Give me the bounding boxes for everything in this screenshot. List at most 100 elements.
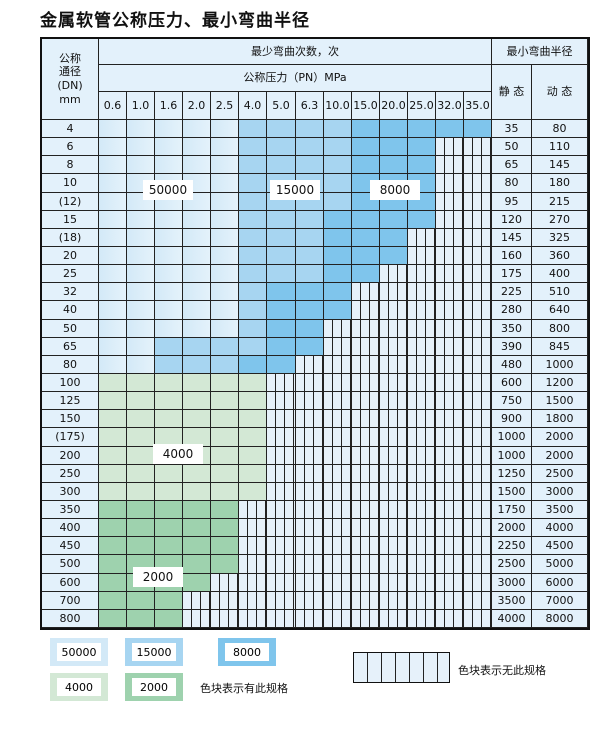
spec-cell-X [408, 574, 436, 592]
spec-cell-C [380, 247, 408, 265]
spec-cell-X [352, 610, 380, 628]
pressure-col-header: 5.0 [267, 92, 296, 120]
spec-cell-G1 [183, 392, 211, 410]
spec-cell-X [436, 138, 464, 156]
row-dynamic-radius: 800 [532, 320, 588, 338]
row-dn: (12) [42, 193, 99, 211]
legend-8000: 8000 [218, 638, 276, 666]
row-dynamic-radius: 640 [532, 301, 588, 320]
spec-cell-X [352, 465, 380, 483]
spec-cell-X [380, 574, 408, 592]
row-dn: 500 [42, 555, 99, 574]
spec-cell-A [183, 265, 211, 283]
row-dynamic-radius: 400 [532, 265, 588, 283]
spec-cell-C [267, 283, 296, 301]
spec-cell-X [408, 265, 436, 283]
spec-cell-A [99, 301, 127, 320]
row-dn: 800 [42, 610, 99, 628]
spec-cell-C [324, 265, 352, 283]
spec-cell-B [324, 156, 352, 174]
spec-cell-X [352, 501, 380, 519]
spec-cell-X [296, 519, 324, 537]
spec-cell-G1 [183, 465, 211, 483]
spec-cell-G2 [127, 592, 155, 610]
spec-cell-A [127, 211, 155, 229]
spec-cell-C [267, 356, 296, 374]
row-dn: 350 [42, 501, 99, 519]
spec-cell-B [211, 338, 239, 356]
spec-cell-C [380, 138, 408, 156]
spec-cell-A [99, 211, 127, 229]
spec-cell-X [464, 229, 492, 247]
spec-cell-X [324, 447, 352, 465]
spec-cell-X [464, 519, 492, 537]
row-static-radius: 1000 [492, 447, 532, 465]
spec-cell-B [296, 247, 324, 265]
row-static-radius: 600 [492, 374, 532, 392]
spec-cell-X [352, 392, 380, 410]
row-static-radius: 280 [492, 301, 532, 320]
spec-cell-X [436, 374, 464, 392]
pressure-col-header: 2.5 [211, 92, 239, 120]
spec-cell-X [352, 537, 380, 555]
row-dn: 450 [42, 537, 99, 555]
legend-label: 15000 [132, 643, 176, 661]
spec-cell-X [436, 283, 464, 301]
spec-cell-X [267, 447, 296, 465]
spec-cell-C [324, 283, 352, 301]
spec-cell-G2 [183, 501, 211, 519]
spec-cell-X [464, 537, 492, 555]
spec-cell-X [324, 592, 352, 610]
spec-cell-B [155, 356, 183, 374]
header-radius: 最小弯曲半径 [492, 39, 588, 65]
row-dynamic-radius: 5000 [532, 555, 588, 574]
row-dn: 400 [42, 519, 99, 537]
row-dynamic-radius: 4500 [532, 537, 588, 555]
spec-cell-X [324, 374, 352, 392]
spec-cell-A [155, 156, 183, 174]
legend-label: 8000 [225, 643, 269, 661]
spec-cell-A [155, 301, 183, 320]
row-dynamic-radius: 3000 [532, 483, 588, 501]
spec-cell-A [99, 156, 127, 174]
region-label-15000: 15000 [270, 180, 320, 200]
row-dn: 200 [42, 447, 99, 465]
spec-cell-X [380, 428, 408, 447]
spec-cell-G1 [183, 374, 211, 392]
row-static-radius: 750 [492, 392, 532, 410]
spec-cell-G1 [155, 483, 183, 501]
spec-cell-A [127, 338, 155, 356]
spec-cell-X [464, 174, 492, 193]
spec-cell-G1 [99, 447, 127, 465]
row-static-radius: 160 [492, 247, 532, 265]
spec-cell-X [436, 193, 464, 211]
row-dynamic-radius: 2000 [532, 428, 588, 447]
spec-cell-X [267, 428, 296, 447]
spec-cell-C [324, 247, 352, 265]
spec-cell-X [296, 410, 324, 428]
row-dn: (18) [42, 229, 99, 247]
header-pressure: 公称压力（PN）MPa [99, 65, 492, 92]
row-dynamic-radius: 2500 [532, 465, 588, 483]
spec-cell-A [211, 265, 239, 283]
row-static-radius: 350 [492, 320, 532, 338]
row-dn: 8 [42, 156, 99, 174]
row-static-radius: 2000 [492, 519, 532, 537]
spec-cell-G2 [127, 501, 155, 519]
spec-cell-X [408, 338, 436, 356]
spec-cell-G2 [211, 519, 239, 537]
spec-cell-X [436, 410, 464, 428]
row-static-radius: 480 [492, 356, 532, 374]
spec-cell-A [183, 138, 211, 156]
spec-cell-X [464, 265, 492, 283]
spec-cell-X [408, 537, 436, 555]
spec-cell-B [296, 229, 324, 247]
spec-cell-B [324, 120, 352, 138]
spec-cell-G2 [99, 592, 127, 610]
spec-cell-G2 [211, 501, 239, 519]
spec-cell-X [267, 392, 296, 410]
spec-cell-X [464, 555, 492, 574]
spec-cell-A [183, 156, 211, 174]
spec-cell-G2 [155, 592, 183, 610]
spec-cell-X [267, 501, 296, 519]
